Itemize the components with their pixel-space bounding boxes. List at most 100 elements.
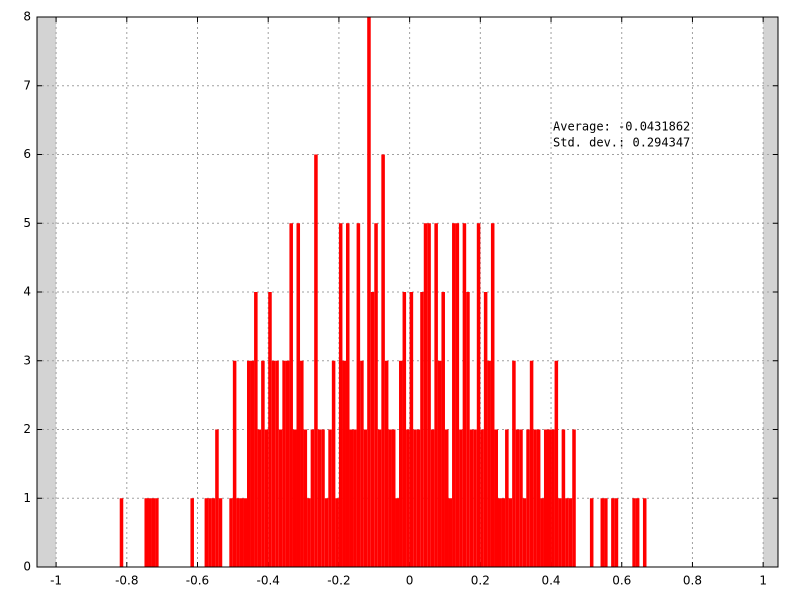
- bar: [215, 429, 219, 567]
- bar: [526, 429, 530, 567]
- bar: [345, 223, 350, 567]
- bar: [448, 498, 453, 567]
- bar: [370, 292, 375, 567]
- y-tick-label: 8: [23, 10, 31, 24]
- bar: [275, 360, 279, 567]
- bar: [490, 223, 495, 567]
- bar: [307, 498, 311, 567]
- bar: [494, 429, 499, 567]
- bar: [250, 360, 255, 567]
- bar: [254, 292, 258, 567]
- bar: [296, 223, 301, 567]
- bar: [349, 429, 354, 567]
- x-tick-label: -0.8: [115, 574, 138, 588]
- bar: [558, 498, 562, 567]
- bar: [536, 429, 541, 567]
- bar: [257, 429, 262, 567]
- bar: [409, 292, 414, 567]
- bar: [476, 223, 481, 567]
- bar: [285, 360, 290, 567]
- bar: [568, 498, 573, 567]
- bar: [204, 498, 209, 567]
- bar: [211, 498, 216, 567]
- bar: [501, 498, 506, 567]
- bar: [529, 360, 534, 567]
- bar: [282, 360, 286, 567]
- bar: [480, 429, 484, 567]
- x-tick-label: -0.4: [256, 574, 279, 588]
- bar: [264, 429, 269, 567]
- x-tick-label: -0.2: [327, 574, 350, 588]
- bar: [604, 498, 608, 567]
- bar: [434, 223, 438, 567]
- bar: [420, 292, 424, 567]
- bar: [303, 429, 308, 567]
- bar: [452, 223, 456, 567]
- bar: [441, 292, 445, 567]
- annotation: Std. dev.: 0.294347: [553, 136, 690, 150]
- bar: [551, 429, 555, 567]
- bar: [543, 429, 548, 567]
- bar: [151, 498, 156, 567]
- bar: [278, 429, 283, 567]
- plot-frame: [36, 16, 779, 568]
- bar: [338, 223, 343, 567]
- bar: [614, 498, 619, 567]
- x-tick-label: 0.8: [683, 574, 702, 588]
- bar: [314, 154, 318, 567]
- bar: [300, 360, 304, 567]
- bar: [512, 360, 516, 567]
- bar: [519, 429, 523, 567]
- bar: [246, 360, 251, 567]
- bar: [444, 429, 449, 567]
- bar: [289, 223, 293, 567]
- bar: [335, 498, 339, 567]
- bar: [589, 498, 594, 567]
- bar: [218, 498, 223, 567]
- bar: [155, 498, 159, 567]
- y-tick-label: 4: [23, 285, 31, 299]
- bar: [363, 429, 368, 567]
- bar: [416, 429, 421, 567]
- bar: [600, 498, 605, 567]
- bar: [261, 360, 265, 567]
- bar: [331, 360, 336, 567]
- bar: [487, 360, 491, 567]
- bar: [642, 498, 647, 567]
- bar: [148, 498, 152, 567]
- y-tick-label: 2: [23, 422, 31, 436]
- bar: [144, 498, 149, 567]
- bar: [268, 292, 272, 567]
- bar: [310, 429, 315, 567]
- bar: [119, 498, 124, 567]
- bar: [498, 498, 502, 567]
- bar: [328, 429, 332, 567]
- bar: [547, 429, 552, 567]
- y-tick-label: 1: [23, 491, 31, 505]
- y-tick-label: 0: [23, 560, 31, 574]
- bar: [423, 223, 428, 567]
- bar: [505, 429, 509, 567]
- bar: [533, 429, 537, 567]
- bar: [402, 292, 407, 567]
- y-tick-label: 3: [23, 353, 31, 367]
- bar: [360, 360, 364, 567]
- x-tick-label: 0: [406, 574, 414, 588]
- bar: [572, 429, 576, 567]
- bar: [611, 498, 615, 567]
- bar: [384, 360, 389, 567]
- bar: [466, 292, 470, 567]
- bar: [473, 429, 477, 567]
- y-tick-label: 6: [23, 147, 31, 161]
- bar: [292, 429, 297, 567]
- bar: [356, 223, 361, 567]
- bar: [395, 498, 400, 567]
- bar: [632, 498, 636, 567]
- bar: [515, 429, 520, 567]
- bar: [565, 498, 569, 567]
- y-tick-label: 7: [23, 78, 31, 92]
- bar: [239, 498, 244, 567]
- bar: [437, 360, 442, 567]
- bar: [388, 429, 392, 567]
- bar: [236, 498, 240, 567]
